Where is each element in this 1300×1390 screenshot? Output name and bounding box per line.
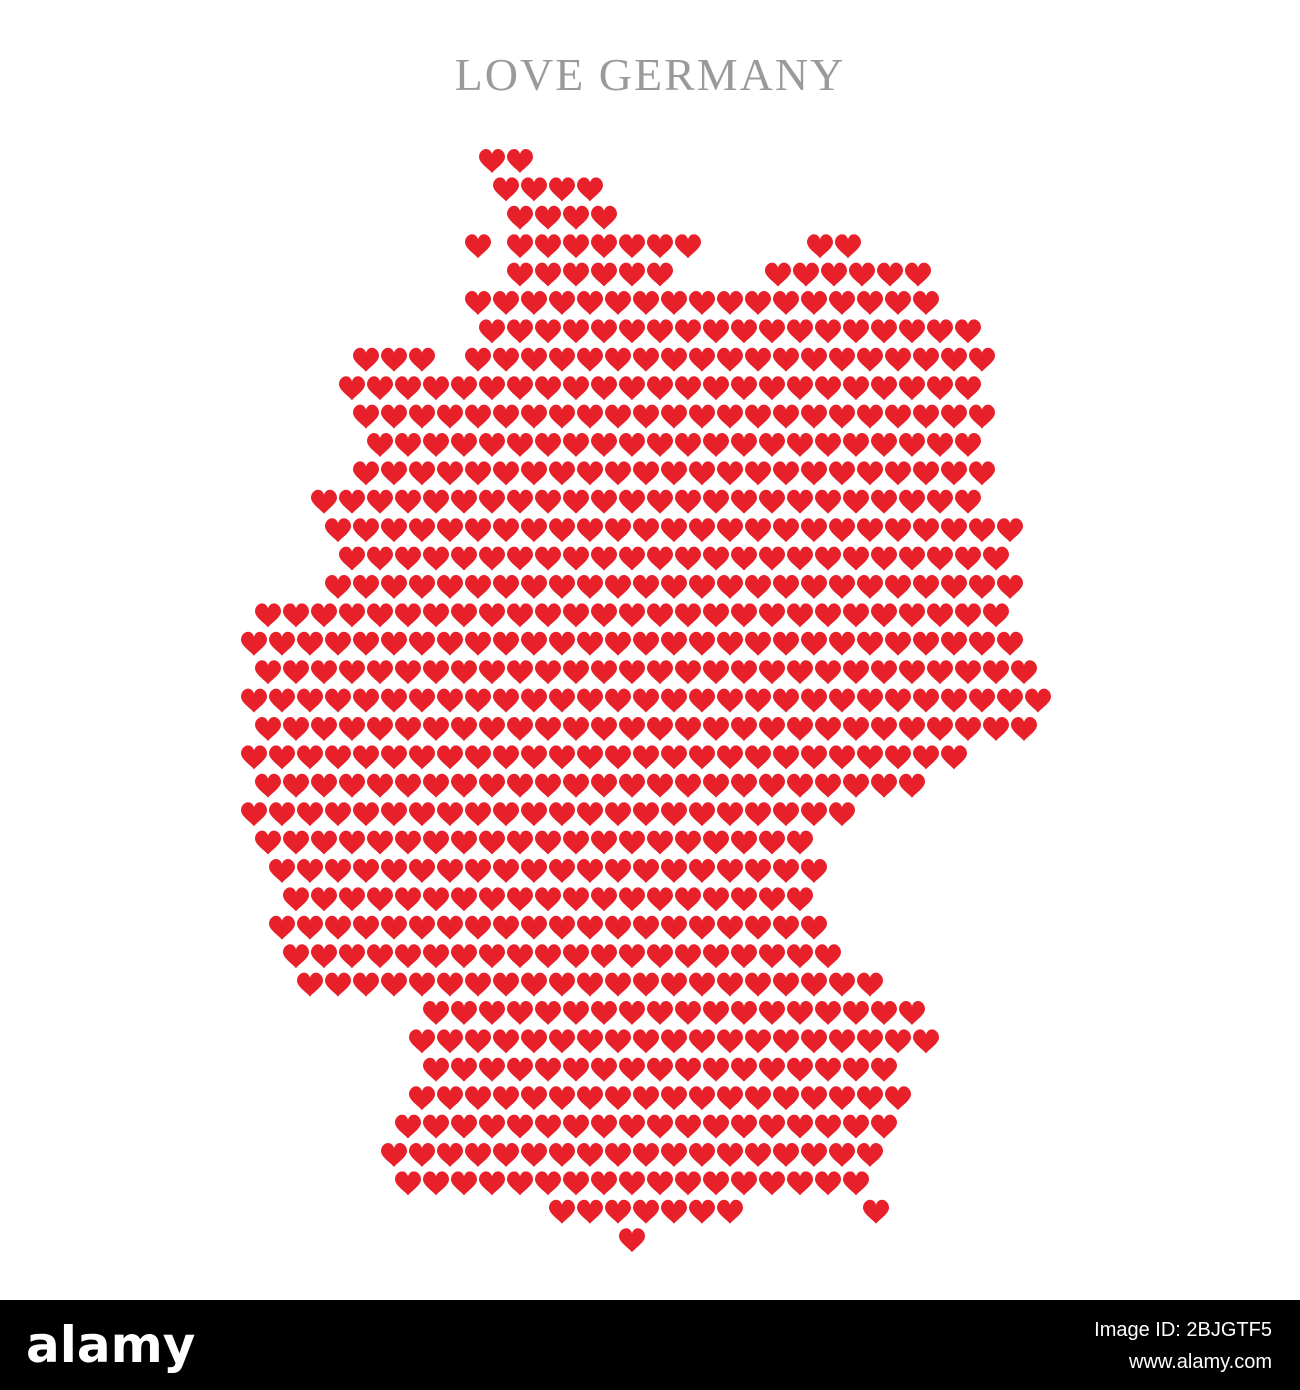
- footer-bar: [0, 1300, 1300, 1390]
- footer-brand: alamy: [26, 1316, 195, 1374]
- footer-image-id: Image ID: 2BJGTF5: [1094, 1319, 1272, 1341]
- footer-url: www.alamy.com: [1128, 1351, 1272, 1373]
- title: LOVE GERMANY: [455, 49, 846, 100]
